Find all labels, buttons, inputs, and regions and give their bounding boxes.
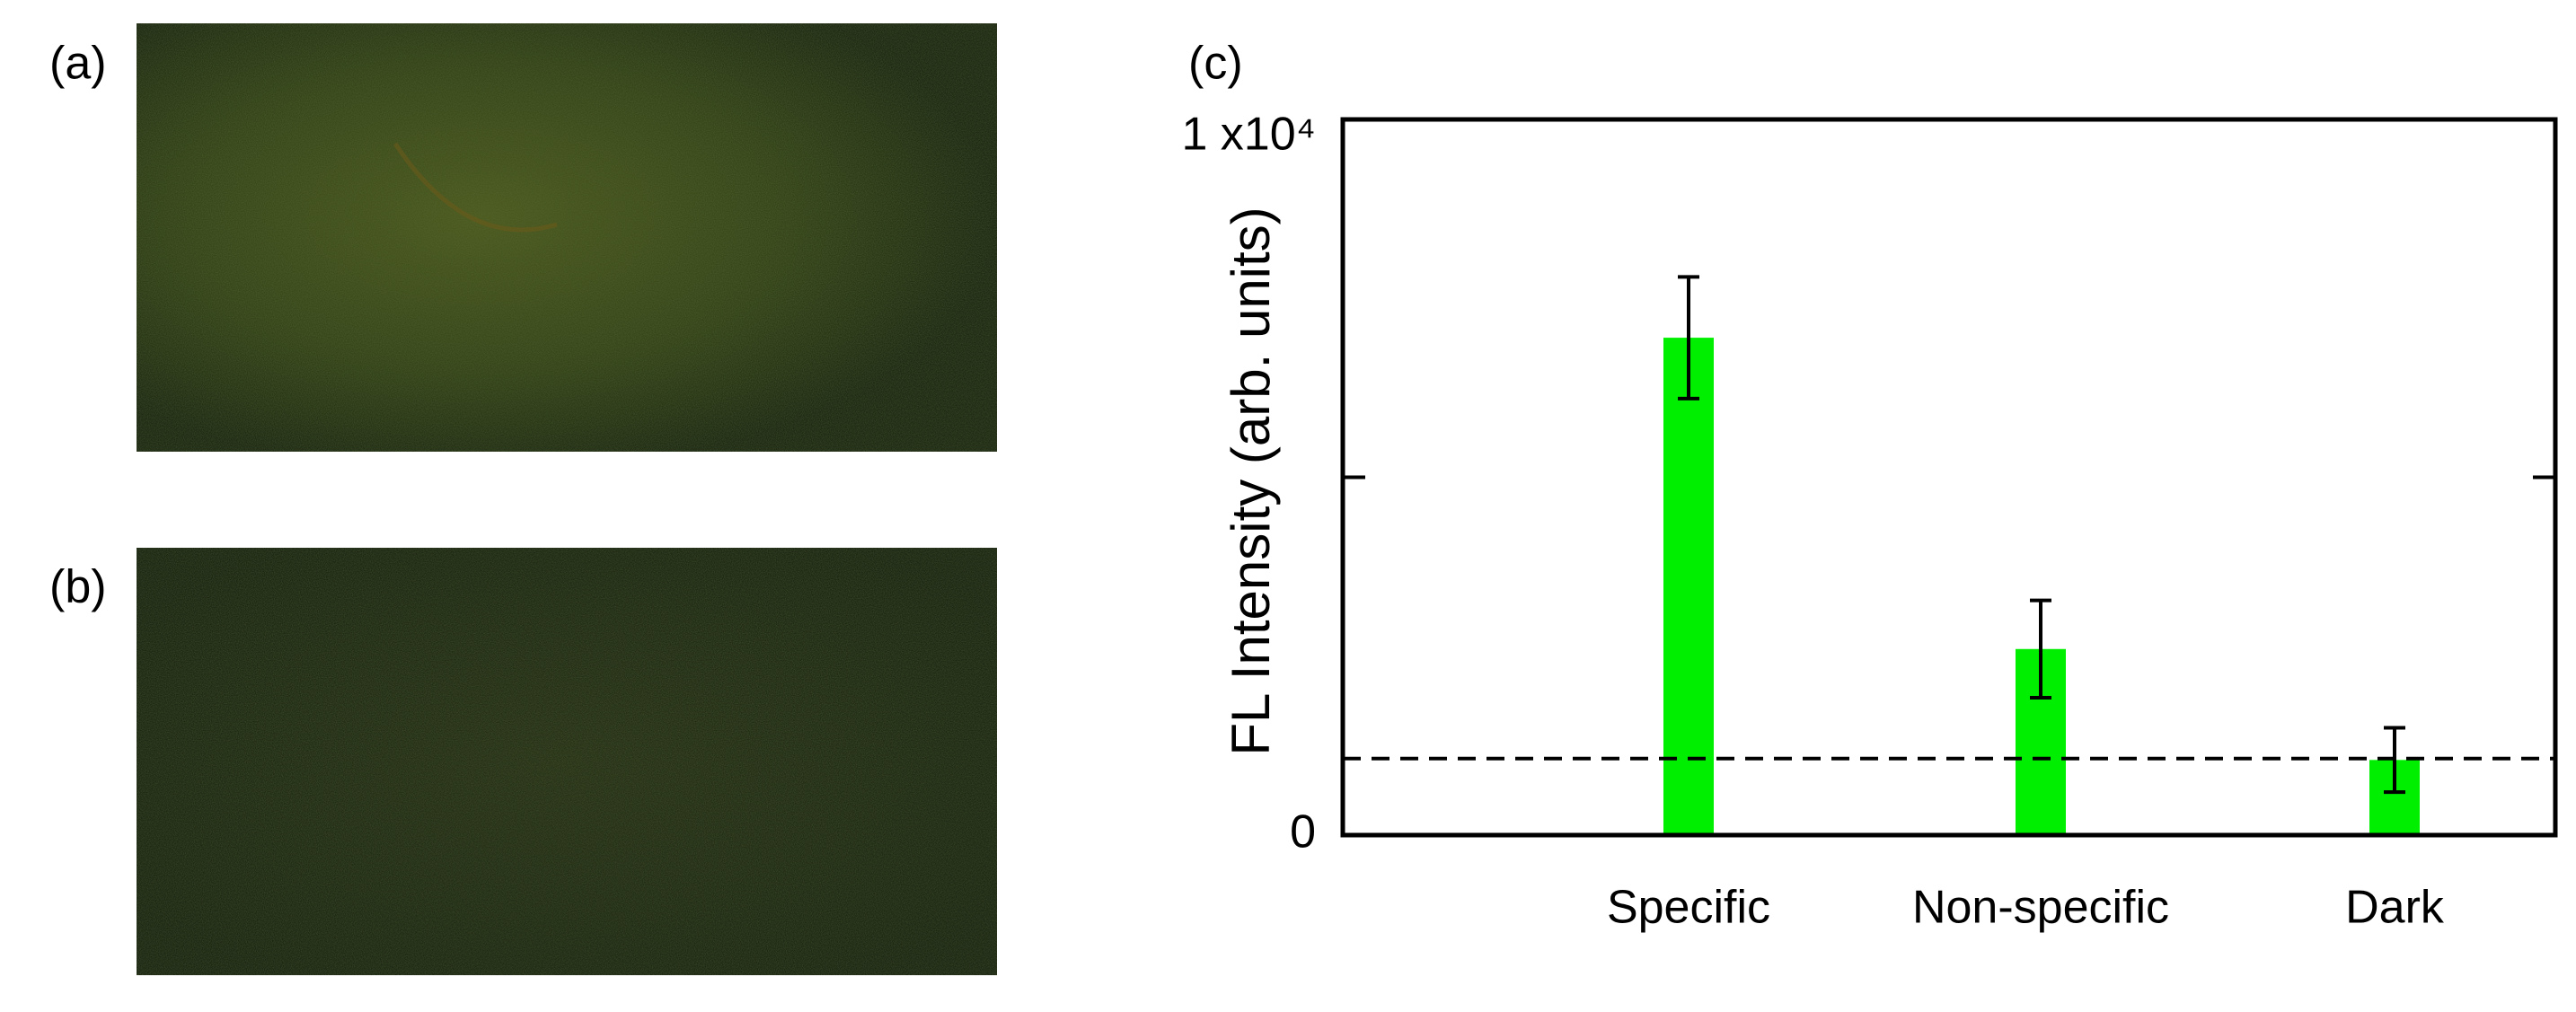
y-tick-label: 0 xyxy=(1290,806,1316,858)
y-tick-label: 1 x10⁴ xyxy=(1181,109,1316,161)
photo-artifact xyxy=(393,142,558,233)
panel-label: (c) xyxy=(1188,38,1243,90)
error-bar xyxy=(1678,275,1699,400)
panel-label: (b) xyxy=(49,561,107,613)
error-bar xyxy=(2030,598,2051,700)
x-tick-label: Non-specific xyxy=(1912,882,2169,934)
y-axis-label: FL Intensity (arb. units) xyxy=(1221,207,1281,755)
error-bar xyxy=(2384,726,2405,795)
panel-label: (a) xyxy=(49,38,107,90)
plot-frame xyxy=(1340,117,2558,838)
bar xyxy=(1663,338,1714,836)
photo-noise xyxy=(137,548,997,975)
x-tick-label: Specific xyxy=(1607,882,1770,934)
photo-noise xyxy=(137,23,997,452)
plot: 0 1 x10⁴ Specific Non-specific Dark xyxy=(1181,109,2555,934)
x-tick-label: Dark xyxy=(2345,882,2445,934)
